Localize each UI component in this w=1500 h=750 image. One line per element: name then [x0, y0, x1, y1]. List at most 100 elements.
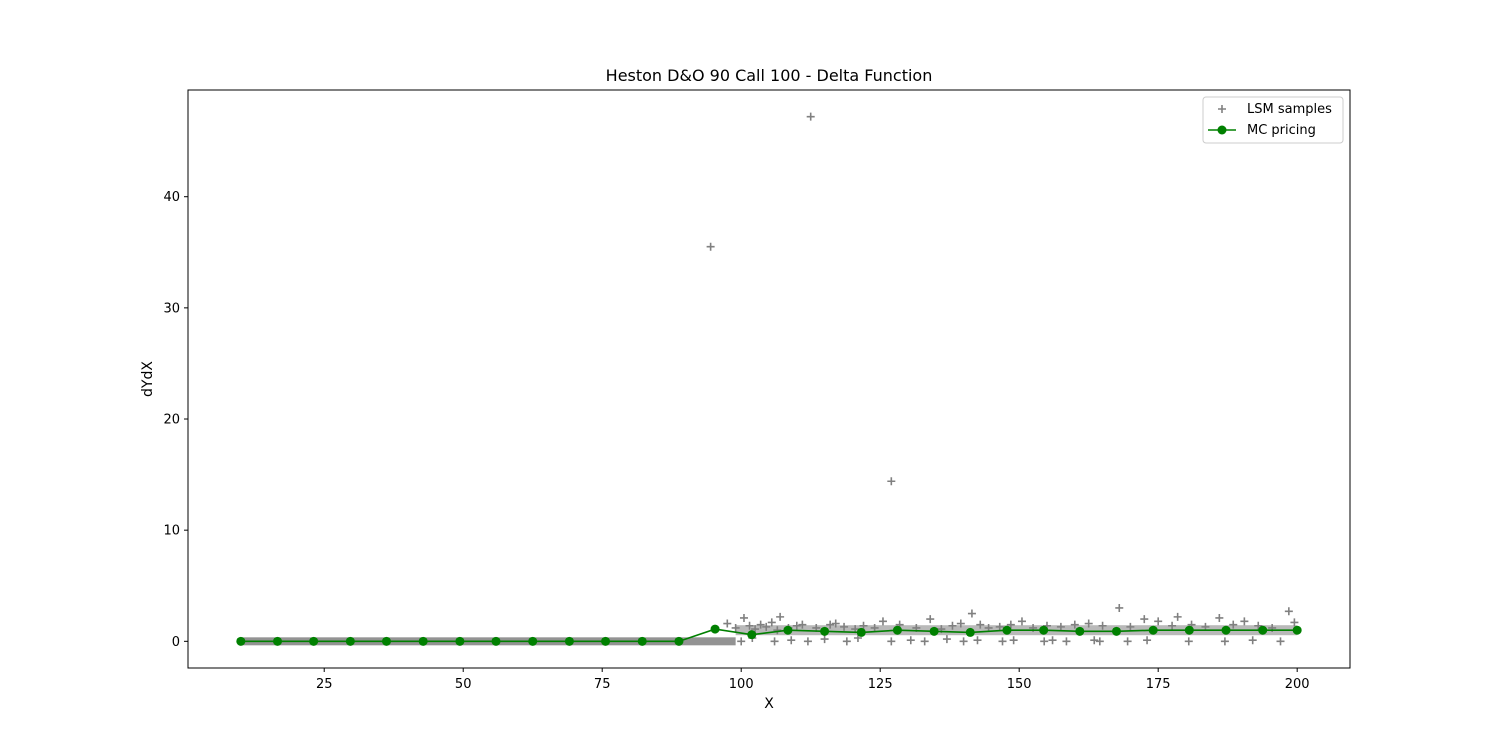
lsm-sample-point	[906, 636, 915, 645]
lsm-sample-point	[1084, 619, 1093, 628]
lsm-sample-point	[926, 615, 935, 624]
y-tick-label: 30	[163, 301, 180, 316]
lsm-sample-point	[840, 622, 849, 631]
mc-pricing-point	[455, 636, 465, 646]
lsm-sample-point	[959, 637, 968, 646]
mc-pricing-point	[564, 636, 574, 646]
lsm-sample-point	[942, 635, 951, 644]
y-tick-label: 40	[163, 190, 180, 205]
lsm-sample-point	[803, 637, 812, 646]
lsm-sample-point	[1229, 620, 1238, 629]
mc-pricing-point	[1221, 625, 1231, 635]
lsm-sample-point	[776, 612, 785, 621]
mc-pricing-point	[345, 636, 355, 646]
lsm-sample-point	[998, 637, 1007, 646]
lsm-sample-point	[773, 626, 782, 635]
y-axis-label: dYdX	[140, 361, 156, 397]
lsm-sample-point	[723, 619, 732, 628]
lsm-sample-point	[1048, 636, 1057, 645]
lsm-sample-point	[1184, 637, 1193, 646]
mc-pricing-point	[1292, 625, 1302, 635]
chart-title: Heston D&O 90 Call 100 - Delta Function	[606, 66, 933, 85]
lsm-sample-point	[820, 635, 829, 644]
mc-pricing-point	[1111, 626, 1121, 636]
lsm-sample-point	[1123, 637, 1132, 646]
x-tick-label: 150	[1007, 677, 1032, 692]
lsm-sample-point	[1056, 622, 1065, 631]
mc-pricing-point	[674, 636, 684, 646]
legend-label-mc: MC pricing	[1247, 123, 1316, 138]
legend-box	[1202, 96, 1344, 144]
mc-pricing-point	[856, 627, 866, 637]
mc-pricing-point	[273, 636, 283, 646]
mc-pricing-point	[1258, 625, 1268, 635]
lsm-sample-point	[737, 637, 746, 646]
mc-pricing-point	[418, 636, 428, 646]
lsm-sample-point	[706, 242, 715, 251]
y-tick-label: 20	[163, 413, 180, 428]
mc-pricing-point	[601, 636, 611, 646]
lsm-sample-point	[956, 619, 965, 628]
lsm-sample-point	[1154, 617, 1163, 626]
x-tick-label: 125	[868, 677, 893, 692]
lsm-sample-point	[787, 636, 796, 645]
mc-pricing-point	[1148, 625, 1158, 635]
x-tick-label: 200	[1285, 677, 1310, 692]
lsm-sample-point	[1070, 620, 1079, 629]
lsm-sample-point	[976, 620, 985, 629]
lsm-sample-point	[762, 622, 771, 631]
x-axis-label: X	[764, 696, 774, 712]
x-tick-label: 75	[594, 677, 611, 692]
lsm-sample-point	[731, 623, 740, 632]
x-tick-label: 100	[729, 677, 754, 692]
lsm-sample-point	[792, 621, 801, 630]
mc-pricing-point	[236, 636, 246, 646]
lsm-sample-point	[967, 609, 976, 618]
lsm-sample-point	[1098, 621, 1107, 630]
axis-ticks: 25 50 75 100 125 150 175 200 0 10 20 30 40	[163, 190, 1309, 692]
lsm-sample-point	[887, 637, 896, 646]
lsm-sample-point	[859, 621, 868, 630]
legend: LSM samples MC pricing	[1202, 96, 1344, 144]
lsm-sample-point	[1276, 637, 1285, 646]
mc-pricing-point	[1184, 625, 1194, 635]
mc-pricing-point	[528, 636, 538, 646]
legend-label-lsm: LSM samples	[1247, 102, 1332, 117]
lsm-sample-point	[1040, 637, 1049, 646]
lsm-sample-point	[826, 620, 835, 629]
lsm-sample-point	[1284, 607, 1293, 616]
lsm-sample-point	[842, 637, 851, 646]
lsm-sample-point	[1062, 637, 1071, 646]
mc-pricing-point	[1002, 625, 1012, 635]
y-tick-label: 10	[163, 524, 180, 539]
lsm-sample-point	[745, 621, 754, 630]
lsm-sample-point	[1240, 617, 1249, 626]
mc-pricing-point	[637, 636, 647, 646]
lsm-sample-point	[1168, 621, 1177, 630]
lsm-sample-point	[920, 637, 929, 646]
mc-pricing-line	[240, 628, 1298, 643]
legend-marker-mc	[1217, 125, 1227, 135]
lsm-sample-point	[995, 622, 1004, 631]
x-tick-label: 50	[455, 677, 472, 692]
lsm-sample-point	[1126, 622, 1135, 631]
axes-frame	[187, 89, 1351, 669]
lsm-sample-point	[770, 637, 779, 646]
plot-area	[236, 112, 1302, 646]
lsm-sample-point	[1009, 636, 1018, 645]
x-tick-label: 175	[1146, 677, 1171, 692]
lsm-sample-point	[1220, 637, 1229, 646]
mc-pricing-point	[491, 636, 501, 646]
mc-pricing-point	[747, 630, 757, 640]
lsm-sample-point	[878, 617, 887, 626]
lsm-sample-point	[1140, 615, 1149, 624]
lsm-sample-point	[973, 636, 982, 645]
mc-pricing-point	[783, 625, 793, 635]
lsm-sample-point	[887, 477, 896, 486]
lsm-sample-point	[1173, 612, 1182, 621]
lsm-sample-point	[1143, 636, 1152, 645]
lsm-sample-point	[1115, 603, 1124, 612]
lsm-sample-point	[1215, 613, 1224, 622]
mc-pricing-point	[710, 624, 720, 634]
lsm-sample-point	[1290, 618, 1299, 627]
